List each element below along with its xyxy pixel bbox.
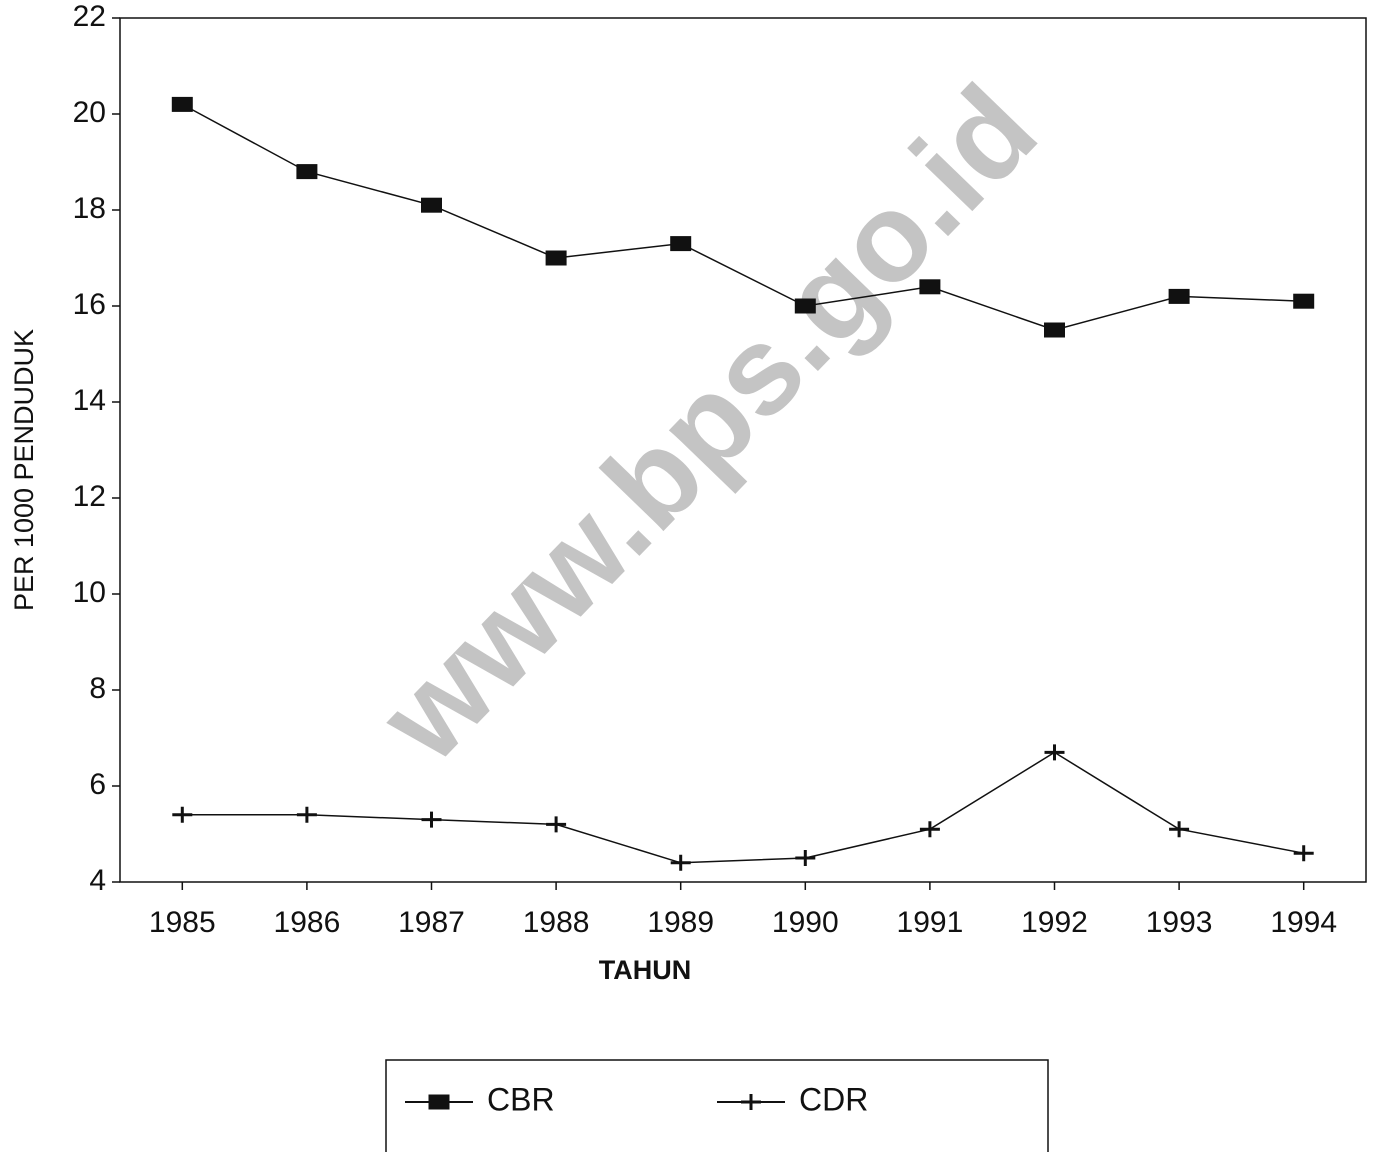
y-tick-label: 10: [73, 576, 106, 609]
y-axis-label: PER 1000 PENDUDUK: [9, 329, 39, 611]
x-tick-label: 1986: [274, 906, 341, 939]
marker: [1293, 845, 1314, 862]
marker: [428, 1094, 450, 1110]
y-tick-label: 12: [73, 480, 106, 513]
y-tick-label: 14: [73, 384, 106, 417]
series-line: [182, 751, 1304, 864]
y-tick-label: 16: [73, 288, 106, 321]
legend-label: CDR: [799, 1081, 868, 1117]
marker: [421, 811, 442, 828]
marker: [171, 96, 193, 112]
y-tick-label: 18: [73, 192, 106, 225]
marker: [421, 197, 442, 213]
marker: [1293, 293, 1315, 309]
x-tick-label: 1991: [897, 906, 964, 939]
x-tick-label: 1992: [1021, 906, 1088, 939]
marker: [919, 279, 941, 295]
y-tick-label: 6: [89, 768, 106, 801]
marker: [545, 250, 567, 266]
marker: [741, 1094, 761, 1110]
legend-label: CBR: [487, 1081, 555, 1117]
marker: [670, 236, 692, 252]
x-tick-label: 1988: [523, 906, 590, 939]
watermark: www.bps.go.id: [353, 60, 1063, 788]
marker: [1169, 821, 1190, 838]
plot-frame: [119, 17, 1367, 883]
marker: [172, 806, 193, 823]
legend: [385, 1059, 1049, 1152]
y-tick-label: 22: [73, 0, 106, 33]
marker: [1044, 744, 1065, 761]
marker: [919, 821, 940, 838]
x-tick-label: 1993: [1146, 906, 1213, 939]
y-tick-label: 4: [89, 864, 106, 897]
x-tick-label: 1990: [772, 906, 839, 939]
marker: [296, 806, 317, 823]
y-tick-label: 8: [89, 672, 106, 705]
marker: [546, 816, 567, 833]
marker: [794, 298, 816, 314]
x-tick-label: 1985: [149, 906, 216, 939]
x-tick-label: 1987: [398, 906, 465, 939]
series-line: [181, 103, 1304, 331]
marker: [296, 164, 318, 180]
x-tick-label: 1989: [647, 906, 714, 939]
marker: [1168, 288, 1190, 304]
x-tick-label: 1994: [1270, 906, 1337, 939]
y-tick-label: 20: [73, 96, 106, 129]
marker: [670, 854, 691, 871]
x-axis-label: TAHUN: [599, 955, 691, 985]
marker: [795, 850, 816, 866]
marker: [1044, 322, 1065, 338]
